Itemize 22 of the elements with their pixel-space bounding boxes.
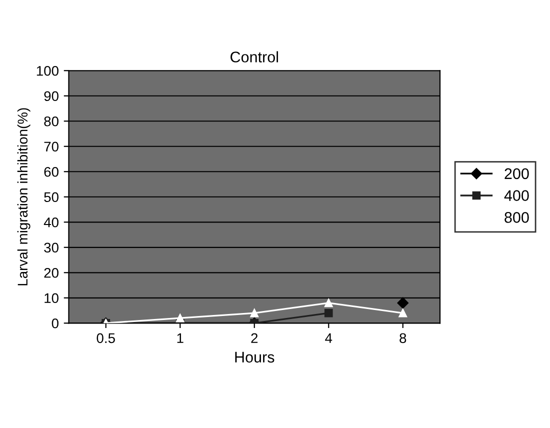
y-tick-label: 70	[44, 142, 58, 152]
x-axis-title: Hours	[235, 352, 274, 363]
y-tick-label: 20	[44, 268, 58, 278]
y-tick-label: 90	[44, 91, 58, 102]
x-tick-label: 4	[325, 333, 332, 343]
y-tick-label: 50	[44, 192, 58, 202]
y-tick-label: 80	[44, 116, 58, 126]
legend-label: 200	[504, 168, 529, 180]
x-tick-label: 1	[177, 333, 184, 343]
y-axis-title: Larval migration inhibition(%)	[17, 108, 30, 286]
y-tick-label: 0	[52, 318, 58, 328]
x-tick-label: 2	[251, 333, 258, 343]
legend-label: 400	[504, 190, 529, 201]
y-tick-label: 40	[44, 217, 58, 228]
x-tick-label: 0.5	[96, 333, 115, 344]
y-tick-label: 60	[44, 166, 58, 177]
chart-title: Control	[230, 51, 278, 62]
y-tick-label: 10	[44, 293, 58, 304]
x-tick-label: 8	[400, 333, 406, 344]
y-tick-label: 30	[44, 242, 58, 253]
y-tick-label: 100	[36, 66, 58, 76]
text: 800	[504, 212, 529, 223]
